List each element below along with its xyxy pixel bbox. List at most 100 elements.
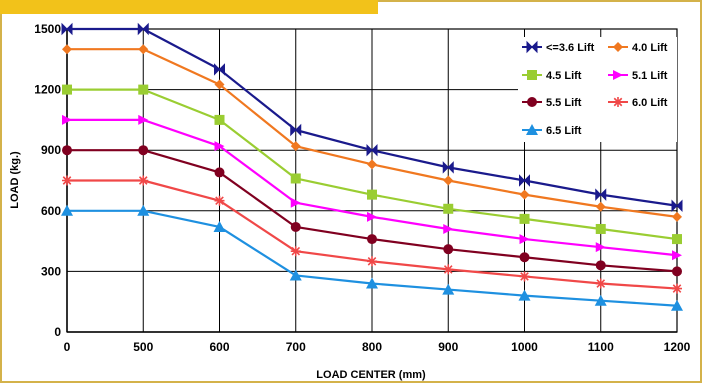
data-point-marker (289, 269, 302, 281)
data-point-marker (613, 42, 623, 52)
x-axis-title: LOAD CENTER (mm) (316, 369, 426, 381)
data-point-marker (62, 44, 72, 55)
series--3-6-lift (61, 22, 683, 212)
data-point-marker (138, 44, 149, 55)
y-tick-label: 600 (41, 204, 61, 218)
data-point-marker (519, 271, 530, 282)
legend-item: 6.0 Lift (608, 97, 668, 109)
x-tick-label: 600 (209, 340, 229, 354)
data-point-marker (595, 188, 607, 201)
data-point-marker (527, 97, 537, 107)
series-6-0-lift (62, 175, 682, 294)
y-tick-label: 1200 (34, 83, 61, 97)
data-point-marker (367, 256, 377, 267)
data-point-marker (62, 114, 72, 125)
legend: <=3.6 Lift 4.0 Lift 4.5 Lift 5.1 Lift 5.5 Li… (518, 37, 677, 142)
data-point-marker (366, 277, 378, 289)
data-point-marker (366, 143, 378, 157)
series-lines (61, 22, 683, 311)
legend-label: 4.0 Lift (632, 42, 668, 54)
series-6-5-lift (61, 204, 683, 311)
data-point-marker (519, 174, 530, 187)
data-point-marker (672, 211, 682, 222)
x-tick-label: 1200 (664, 340, 691, 354)
data-point-marker (443, 223, 454, 234)
data-point-marker (595, 223, 606, 234)
data-point-marker (138, 145, 149, 156)
data-point-marker (290, 246, 301, 257)
y-tick-label: 300 (41, 264, 61, 278)
data-point-marker (214, 195, 225, 206)
data-point-marker (671, 299, 683, 311)
data-point-marker (61, 204, 73, 216)
data-point-marker (62, 175, 72, 186)
x-tick-label: 500 (133, 340, 153, 354)
data-point-marker (443, 203, 454, 214)
data-point-marker (137, 204, 150, 216)
data-point-marker (61, 22, 73, 36)
data-point-marker (214, 167, 225, 178)
data-point-marker (213, 220, 226, 232)
series-4-0-lift (62, 44, 682, 222)
data-point-marker (290, 141, 301, 152)
data-point-marker (526, 124, 538, 135)
data-point-marker (519, 234, 530, 245)
x-tick-label: 1000 (511, 340, 538, 354)
data-point-marker (367, 189, 377, 200)
data-point-marker (214, 141, 225, 152)
data-point-marker (672, 283, 682, 294)
data-point-marker (214, 79, 225, 90)
data-point-marker (526, 40, 538, 54)
y-tick-labels: 0 300 600 900 1200 1500 (34, 22, 61, 339)
data-point-marker (519, 252, 530, 263)
data-point-marker (290, 173, 301, 184)
legend-item: 4.5 Lift (522, 70, 582, 82)
data-point-marker (518, 289, 531, 301)
data-point-marker (290, 123, 302, 137)
legend-label: <=3.6 Lift (546, 42, 595, 54)
data-point-marker (442, 161, 454, 174)
legend-item: 6.5 Lift (522, 124, 582, 137)
data-point-marker (137, 22, 149, 36)
data-point-marker (672, 234, 682, 245)
legend-box (518, 37, 677, 142)
legend-item: <=3.6 Lift (522, 40, 595, 54)
legend-label: 6.5 Lift (546, 125, 582, 137)
data-point-marker (595, 201, 606, 212)
series-5-5-lift (62, 145, 682, 277)
data-point-marker (443, 175, 454, 186)
legend-item: 4.0 Lift (608, 42, 668, 54)
x-tick-label: 700 (286, 340, 306, 354)
data-point-marker (443, 244, 454, 255)
data-point-marker (613, 70, 623, 80)
x-tick-label: 1100 (588, 340, 614, 354)
x-tick-label: 900 (438, 340, 458, 354)
data-point-marker (442, 283, 455, 295)
data-point-marker (367, 159, 377, 170)
data-point-marker (527, 70, 537, 80)
data-point-marker (613, 97, 623, 107)
y-tick-label: 0 (54, 325, 61, 339)
data-point-marker (62, 145, 72, 156)
data-point-marker (595, 242, 606, 253)
data-point-marker (62, 84, 72, 95)
x-tick-label: 0 (64, 340, 71, 354)
y-axis-title: LOAD (kg.) (9, 151, 21, 209)
series-5-1-lift (62, 114, 682, 261)
top-accent-bar (0, 0, 378, 14)
y-tick-label: 1500 (34, 22, 61, 36)
legend-label: 6.0 Lift (632, 97, 668, 109)
data-point-marker (672, 250, 682, 261)
data-point-marker (214, 63, 225, 76)
data-point-marker (214, 114, 225, 125)
data-point-marker (594, 294, 607, 306)
series-4-5-lift (62, 84, 682, 245)
legend-label: 4.5 Lift (546, 70, 582, 82)
data-point-marker (138, 114, 149, 125)
data-point-marker (519, 189, 530, 200)
data-point-marker (138, 175, 149, 186)
data-point-marker (671, 199, 683, 212)
legend-item: 5.1 Lift (608, 70, 668, 82)
data-point-marker (443, 264, 454, 275)
